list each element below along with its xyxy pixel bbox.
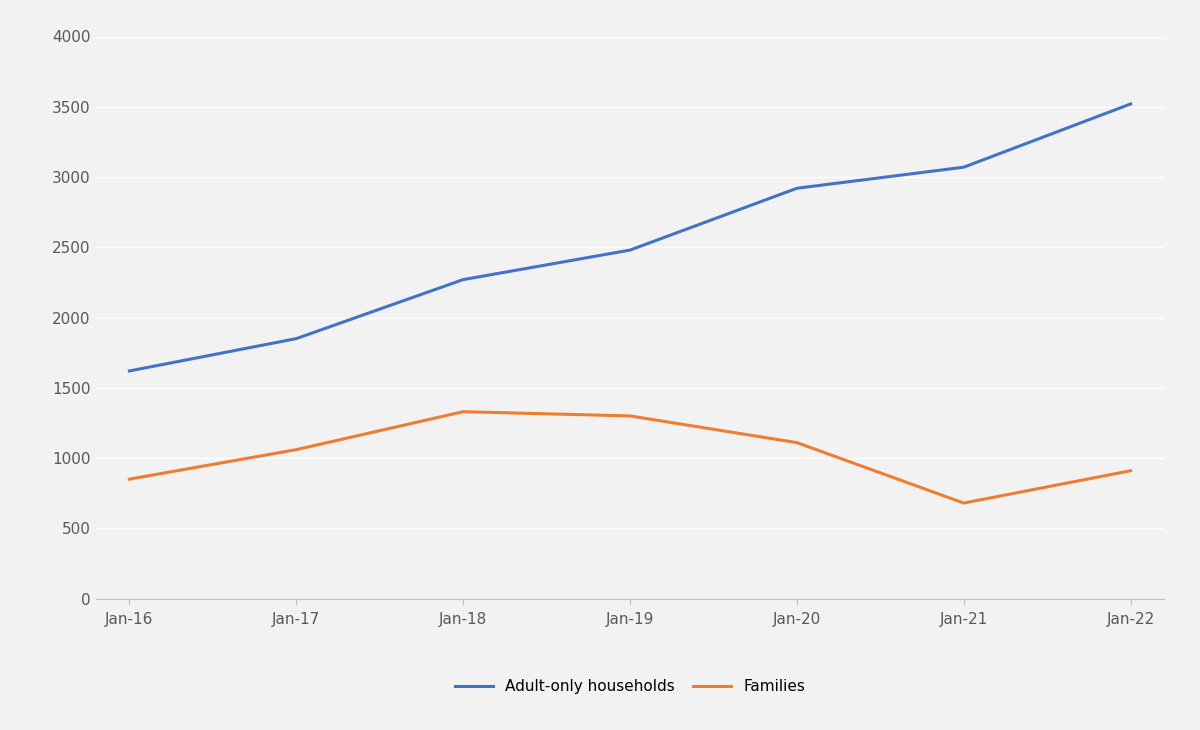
- Adult-only households: [122, 366, 137, 375]
- Adult-only households: [456, 275, 470, 284]
- Families: [122, 474, 137, 483]
- Families: [1123, 466, 1138, 475]
- Adult-only households: [1123, 99, 1138, 108]
- Families: [623, 412, 637, 420]
- Families: [790, 438, 804, 447]
- Families: [456, 407, 470, 416]
- Families: [289, 445, 304, 454]
- Adult-only households: [790, 184, 804, 193]
- Families: [956, 499, 971, 507]
- Line: Families: Families: [130, 412, 1130, 503]
- Adult-only households: [623, 246, 637, 255]
- Adult-only households: [956, 163, 971, 172]
- Legend: Adult-only households, Families: Adult-only households, Families: [455, 680, 805, 694]
- Line: Adult-only households: Adult-only households: [130, 104, 1130, 371]
- Adult-only households: [289, 334, 304, 343]
